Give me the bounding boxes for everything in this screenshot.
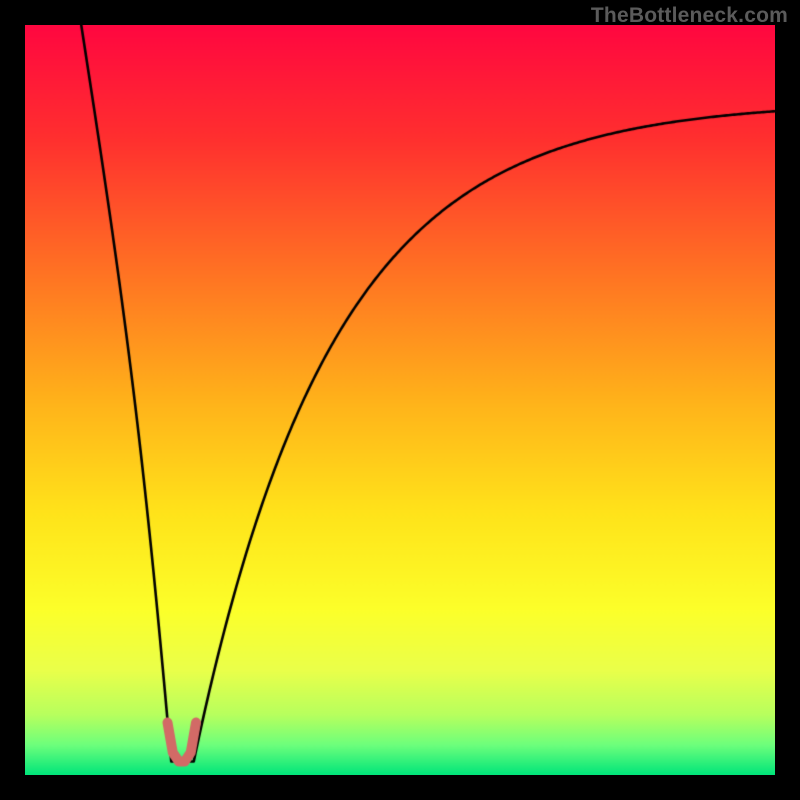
chart-frame: TheBottleneck.com [0, 0, 800, 800]
bottleneck-chart-canvas [25, 25, 775, 775]
plot-area [25, 25, 775, 775]
